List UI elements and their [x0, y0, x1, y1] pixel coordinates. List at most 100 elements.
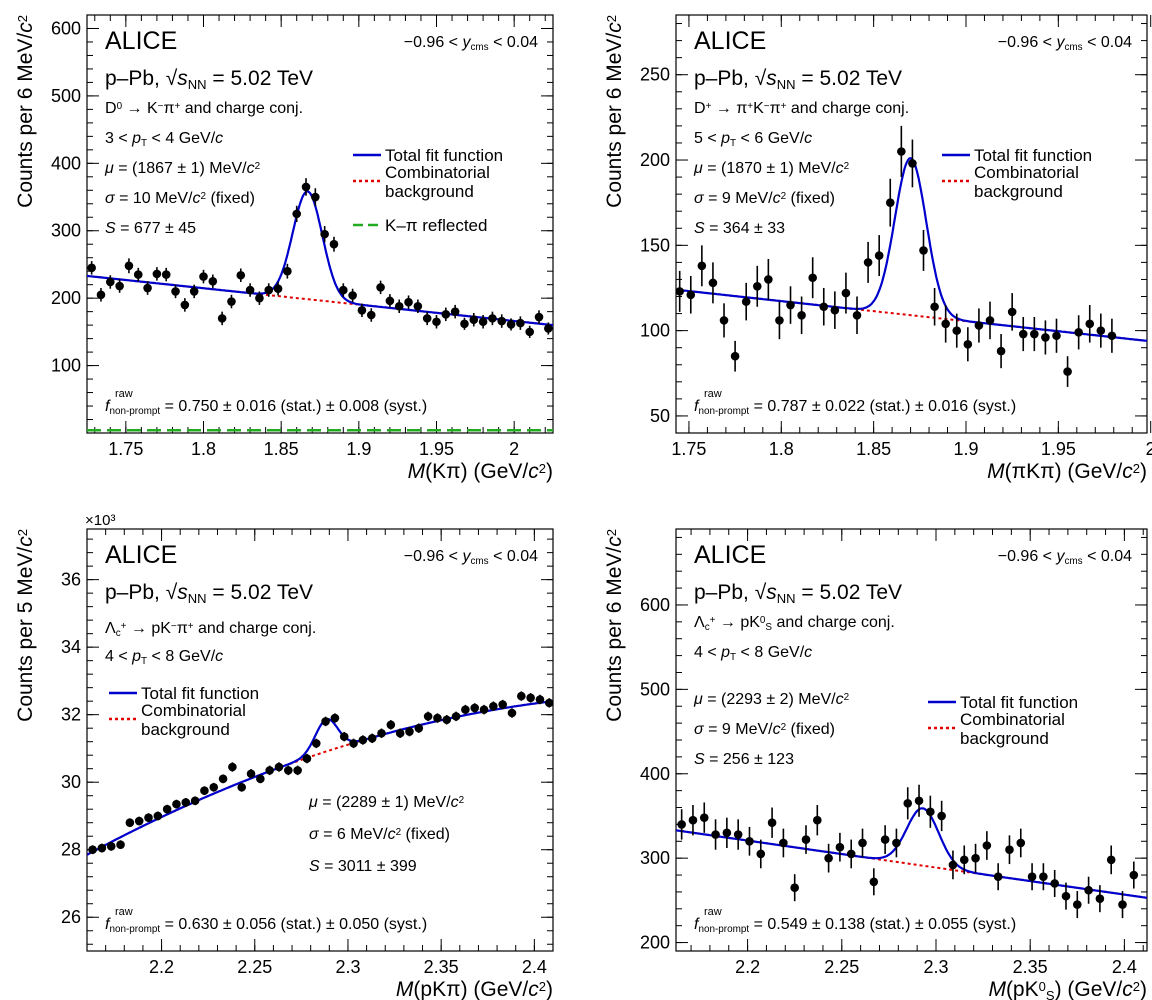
data-point	[125, 818, 135, 828]
data-point	[106, 277, 115, 287]
data-point	[320, 229, 329, 239]
data-point	[460, 319, 469, 329]
data-point	[764, 275, 773, 284]
plot-area	[87, 178, 553, 432]
data-point	[745, 836, 754, 846]
data-point	[386, 720, 396, 730]
data-point	[367, 734, 377, 743]
data-point	[756, 849, 766, 859]
data-point	[133, 270, 143, 279]
data-point	[863, 258, 873, 267]
experiment-label: ALICE	[694, 27, 766, 55]
data-point	[283, 266, 292, 276]
data-point	[1072, 900, 1082, 909]
data-point	[1118, 900, 1127, 909]
fraction-raw-superscript: raw	[704, 906, 722, 918]
data-point	[265, 766, 274, 775]
legend-label: background	[141, 720, 230, 739]
x-tick-label: 2.3	[335, 957, 360, 977]
data-point	[339, 285, 348, 295]
data-point	[1084, 885, 1093, 895]
data-point	[256, 774, 265, 784]
data-point	[711, 830, 720, 839]
data-point	[1027, 872, 1037, 882]
data-point	[405, 727, 414, 736]
y-tick-label: 32	[61, 705, 81, 725]
data-point	[478, 317, 488, 327]
data-point	[852, 310, 862, 320]
data-point	[535, 695, 545, 704]
data-point	[733, 830, 743, 839]
data-point	[217, 314, 227, 323]
data-point	[708, 278, 718, 288]
x-tick-label: 1.95	[419, 439, 454, 459]
data-point	[797, 310, 806, 320]
y-tick-label: 200	[640, 150, 670, 170]
fraction-label: fnon-prompt = 0.630 ± 0.056 (stat.) ± 0.…	[105, 916, 427, 935]
data-point	[686, 290, 696, 300]
data-point	[395, 728, 405, 738]
data-point	[301, 182, 311, 192]
fit-mean: μ = (2289 ± 1) MeV/c2	[308, 794, 465, 811]
data-point	[880, 835, 890, 844]
x-tick-label: 2.35	[424, 957, 459, 977]
data-point	[1005, 845, 1014, 855]
data-point	[96, 290, 106, 300]
data-point	[688, 815, 698, 825]
experiment-label: ALICE	[105, 27, 177, 55]
experiment-label: ALICE	[105, 541, 177, 569]
data-point	[963, 339, 973, 349]
y-tick-label: 26	[61, 907, 81, 927]
x-tick-label: 1.8	[769, 439, 794, 459]
data-point	[719, 316, 729, 325]
fit-signal: S = 677 ± 45	[105, 220, 196, 237]
system-label: p–Pb, √sNN = 5.02 TeV	[105, 581, 313, 606]
data-point	[377, 728, 386, 738]
data-point	[892, 838, 901, 848]
rapidity-label: −0.96 < ycms < 0.04	[998, 548, 1132, 567]
x-axis-label: M(pKπ) (GeV/c2)	[396, 978, 553, 1000]
x-tick-label: 1.85	[856, 439, 891, 459]
data-point	[885, 198, 895, 207]
total-fit-curve	[87, 700, 553, 856]
system-label: p–Pb, √sNN = 5.02 TeV	[694, 581, 902, 606]
panel-3: 2.2 2.25 2.3 2.35 2.4 26 28 30 32 34 36 M(pKπ) (GeV…	[14, 512, 554, 1000]
data-point	[926, 807, 935, 817]
plot-area	[676, 125, 1147, 387]
y-tick-label: 200	[640, 933, 670, 953]
data-point	[813, 815, 822, 825]
data-point	[507, 708, 517, 718]
data-point	[1063, 367, 1072, 376]
y-tick-label: 100	[51, 356, 81, 376]
data-point	[699, 813, 709, 822]
y-axis-label: Counts per 6 MeV/c2	[603, 529, 626, 722]
data-point	[189, 287, 199, 296]
legend-label: Combinatorial	[141, 701, 246, 720]
x-tick-label: 2.4	[522, 957, 547, 977]
decay-label: D0 → K−π+ and charge conj.	[105, 100, 303, 117]
data-point	[432, 317, 441, 327]
legend-label: background	[385, 182, 474, 201]
data-point	[284, 766, 293, 775]
fit-signal: S = 256 ± 123	[694, 751, 794, 768]
fit-sigma: σ = 6 MeV/c2 (fixed)	[309, 826, 450, 843]
data-point	[348, 291, 357, 300]
data-point	[498, 700, 507, 709]
y-tick-label: 500	[51, 86, 81, 106]
data-point	[237, 782, 247, 792]
data-point	[451, 712, 461, 721]
data-point	[311, 739, 321, 748]
data-point	[422, 314, 432, 323]
data-point	[208, 277, 218, 286]
fraction-raw-superscript: raw	[704, 388, 722, 400]
y-tick-label: 34	[61, 637, 81, 657]
data-point	[153, 811, 163, 821]
data-point	[1107, 331, 1117, 341]
data-point	[903, 799, 913, 808]
x-tick-label: 1.75	[108, 439, 143, 459]
total-fit-curve	[676, 157, 1147, 342]
data-point	[767, 818, 777, 828]
x-tick-label: 2.35	[1013, 957, 1048, 977]
pt-label: 4 < pT < 8 GeV/c	[694, 644, 812, 663]
y-tick-label: 300	[640, 848, 670, 868]
